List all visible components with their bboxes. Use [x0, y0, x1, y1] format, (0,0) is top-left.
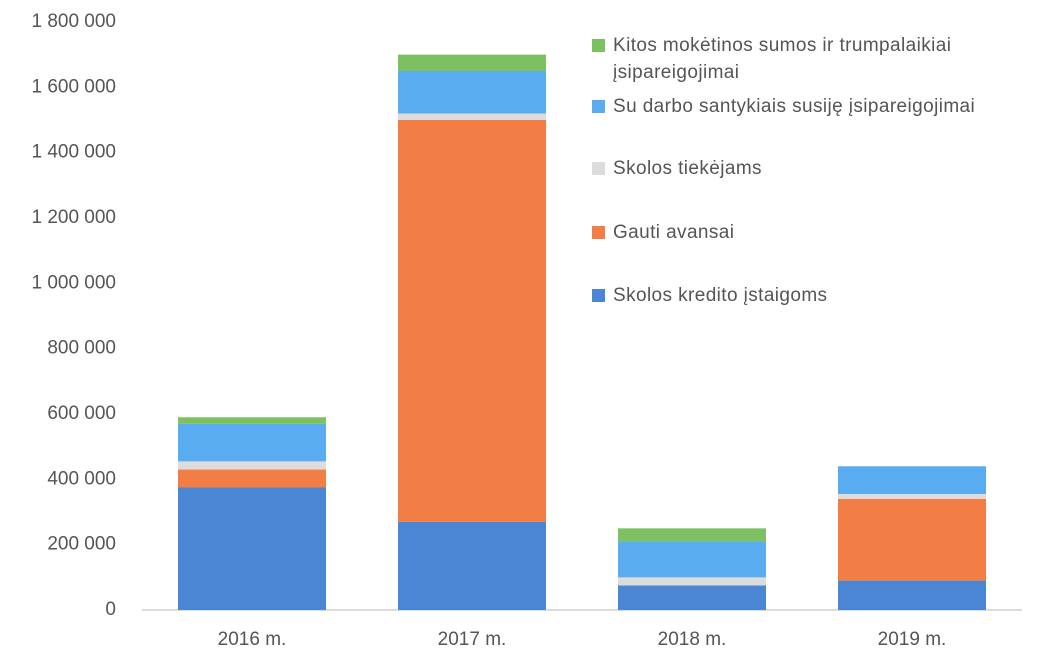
- bar-segment: [618, 585, 766, 610]
- legend-label: Skolos tiekėjams: [613, 158, 762, 179]
- bar-segment: [398, 54, 546, 71]
- bar-segment: [398, 113, 546, 120]
- legend-item: Su darbo santykiais susiję įsipareigojim…: [592, 93, 1042, 120]
- legend-label: Su darbo santykiais susiję įsipareigojim…: [613, 96, 976, 117]
- y-tick-label: 0: [105, 599, 116, 620]
- bar-segment: [398, 521, 546, 610]
- legend-label: Gauti avansai: [613, 222, 735, 243]
- bar-segment: [398, 71, 546, 114]
- y-tick-label: 1 000 000: [31, 272, 116, 293]
- bar-segment: [838, 498, 986, 581]
- bar-segment: [838, 494, 986, 499]
- x-tick-label: 2016 m.: [218, 629, 287, 650]
- bar-segment: [178, 423, 326, 462]
- bar-segment: [618, 577, 766, 586]
- bar-segment: [178, 417, 326, 424]
- x-tick-label: 2019 m.: [878, 629, 947, 650]
- legend-item: Kitos mokėtinos sumos ir trumpalaikiai į…: [592, 32, 1042, 86]
- y-tick-label: 200 000: [47, 534, 116, 555]
- bar-segment: [618, 528, 766, 542]
- legend-label: Skolos kredito įstaigoms: [613, 285, 828, 306]
- bar-segment: [838, 580, 986, 610]
- bar-segment: [178, 461, 326, 470]
- x-tick-label: 2018 m.: [658, 629, 727, 650]
- y-tick-label: 1 800 000: [31, 11, 116, 32]
- legend-item: Gauti avansai: [592, 219, 1042, 246]
- legend-swatch: [592, 289, 605, 302]
- legend-swatch: [592, 226, 605, 239]
- legend-swatch: [592, 39, 605, 52]
- legend-swatch: [592, 100, 605, 113]
- legend-label: Kitos mokėtinos sumos ir trumpalaikiai į…: [613, 35, 952, 83]
- y-tick-label: 400 000: [47, 468, 116, 489]
- bar-segment: [398, 120, 546, 522]
- bar-segment: [178, 487, 326, 610]
- y-tick-label: 1 600 000: [31, 76, 116, 97]
- y-tick-label: 1 200 000: [31, 207, 116, 228]
- legend-swatch: [592, 162, 605, 175]
- legend-item: Skolos tiekėjams: [592, 155, 1042, 182]
- x-tick-label: 2017 m.: [438, 629, 507, 650]
- y-tick-label: 600 000: [47, 403, 116, 424]
- bar-segment: [838, 466, 986, 495]
- y-tick-label: 1 400 000: [31, 142, 116, 163]
- bar-segment: [178, 469, 326, 488]
- bar-segment: [618, 541, 766, 578]
- legend-item: Skolos kredito įstaigoms: [592, 282, 1042, 309]
- y-tick-label: 800 000: [47, 338, 116, 359]
